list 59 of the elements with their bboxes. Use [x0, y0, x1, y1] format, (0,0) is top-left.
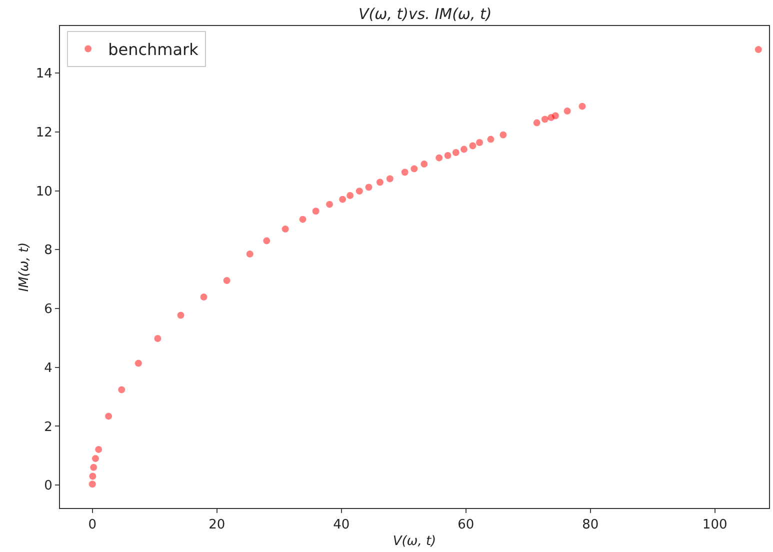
point	[444, 152, 452, 159]
y-tick-label: 0	[44, 478, 52, 494]
point	[154, 335, 162, 342]
point	[452, 149, 460, 156]
point	[95, 446, 102, 453]
legend-label: benchmark	[108, 40, 200, 59]
point	[92, 455, 99, 462]
point	[552, 112, 559, 120]
y-tick-label: 6	[44, 302, 52, 318]
point	[564, 108, 571, 115]
point	[476, 139, 484, 146]
point	[356, 188, 363, 195]
point	[134, 360, 142, 367]
point	[89, 472, 96, 480]
point	[90, 464, 98, 471]
point	[177, 312, 184, 319]
x-tick-label: 80	[582, 518, 599, 533]
point	[469, 142, 476, 150]
point	[326, 200, 334, 208]
point	[223, 277, 230, 284]
y-tick-label: 14	[36, 66, 52, 82]
y-tick-label: 8	[44, 243, 52, 258]
y-tick-label: 2	[44, 420, 52, 435]
point	[105, 412, 112, 420]
point	[487, 136, 494, 143]
y-tick-label: 10	[36, 184, 52, 200]
point	[410, 165, 418, 172]
point	[533, 119, 540, 126]
point	[365, 184, 372, 191]
point	[436, 154, 443, 162]
x-tick-label: 20	[208, 518, 226, 533]
point	[282, 226, 289, 233]
point	[420, 160, 428, 168]
x-tick-label: 40	[333, 518, 350, 533]
x-tick-label: 100	[702, 518, 728, 533]
x-axis-title: V(ω, t)	[392, 534, 436, 550]
x-tick-label: 0	[88, 518, 97, 533]
point	[376, 178, 384, 186]
point	[299, 216, 306, 223]
point	[386, 175, 394, 182]
point	[401, 168, 408, 176]
y-axis-title: IM(ω, t)	[16, 242, 32, 292]
point	[460, 146, 468, 153]
point	[541, 116, 548, 123]
point	[500, 131, 507, 138]
point	[312, 208, 320, 215]
point	[263, 237, 270, 244]
chart-title: V(ω, t)vs. IM(ω, t)	[358, 4, 492, 23]
point	[346, 192, 354, 199]
y-tick-label: 4	[44, 360, 52, 376]
point	[578, 102, 586, 110]
point	[246, 250, 254, 258]
point	[339, 196, 346, 203]
point	[754, 46, 762, 54]
y-tick-label: 12	[36, 125, 52, 140]
x-tick-label: 60	[458, 518, 474, 533]
point	[200, 294, 208, 301]
point	[118, 386, 126, 394]
point	[88, 480, 96, 488]
